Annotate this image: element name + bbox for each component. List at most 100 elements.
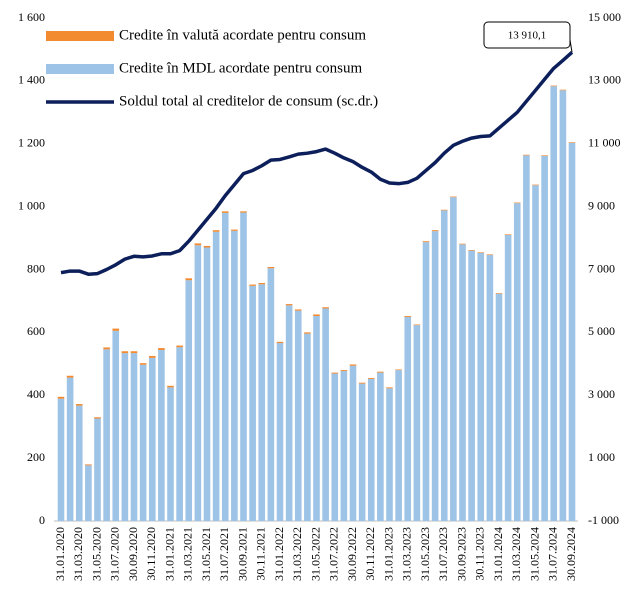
x-tick-label: 31.01.2021 <box>162 527 176 581</box>
bar-segment <box>66 375 74 378</box>
callout-box <box>483 21 571 49</box>
bar-segment <box>331 372 339 374</box>
bar-segment <box>386 388 393 521</box>
x-tick-label: 31.05.2024 <box>527 527 541 581</box>
x-tick-label: 31.03.2024 <box>509 527 523 581</box>
x-tick-label: 31.01.2022 <box>272 527 286 581</box>
x-tick-label: 31.03.2022 <box>290 527 304 581</box>
y2-tick-label: 9 000 <box>588 198 615 212</box>
bar-segment <box>440 210 448 521</box>
bar-segment <box>57 396 65 399</box>
bar-segment <box>559 89 567 91</box>
legend-swatch <box>46 31 114 41</box>
bar-segment <box>158 348 165 350</box>
bar-segment <box>377 372 384 521</box>
legend-label: Credite în MDL acordate pentru consum <box>119 60 362 76</box>
bar-segment <box>504 234 512 521</box>
bar-segment <box>523 154 530 156</box>
bar-segment <box>194 243 202 246</box>
bar-segment <box>258 283 266 285</box>
y-tick-label: 1 600 <box>18 10 45 24</box>
bar-segment <box>194 245 202 521</box>
bar-segment <box>130 353 138 521</box>
bar-segment <box>495 293 503 294</box>
bar-segment <box>276 343 284 521</box>
bar-segment <box>559 90 567 522</box>
bar-segment <box>322 307 329 309</box>
bar-segment <box>75 404 83 406</box>
bar-segment <box>221 211 229 213</box>
bar-segment <box>468 250 475 521</box>
x-tick-label: 30.09.2020 <box>126 527 140 581</box>
bar-segment <box>477 252 485 253</box>
x-tick-label: 30.09.2024 <box>564 527 578 581</box>
y-tick-label: 200 <box>27 450 45 464</box>
x-tick-label: 30.11.2023 <box>473 527 487 581</box>
bar-segment <box>450 196 457 198</box>
bar-segment <box>532 184 539 186</box>
y-tick-label: 0 <box>39 513 45 527</box>
bar-segment <box>148 357 156 521</box>
bar-segment <box>203 245 211 248</box>
bar-segment <box>395 370 402 521</box>
bar-segment <box>130 351 138 354</box>
x-tick-label: 31.05.2023 <box>418 527 432 581</box>
bar-segment <box>468 250 475 251</box>
bar-segment <box>57 398 65 521</box>
value-label: 13 910,1 <box>508 30 547 42</box>
bar-segment <box>176 345 183 348</box>
x-tick-label: 31.03.2021 <box>181 527 195 581</box>
bar-segment <box>331 373 339 521</box>
x-tick-label: 30.09.2022 <box>345 527 359 581</box>
bar-segment <box>404 316 412 317</box>
bar-segment <box>413 325 421 521</box>
legend-label: Credite în valută acordate pentru consum <box>119 27 366 43</box>
bar-segment <box>550 86 558 522</box>
bar-segment <box>550 85 558 87</box>
bar-segment <box>440 209 448 211</box>
y2-tick-label: 3 000 <box>588 387 615 401</box>
bar-segment <box>158 349 165 521</box>
bar-segment <box>367 378 375 521</box>
bar-segment <box>121 351 129 354</box>
bar-segment <box>112 330 120 521</box>
bar-segment <box>103 349 110 521</box>
bar-segment <box>112 328 120 331</box>
y2-tick-label: 5 000 <box>588 324 615 338</box>
bar-segment <box>513 203 521 521</box>
bar-segment <box>367 377 375 379</box>
bar-segment <box>121 353 129 521</box>
y2-tick-label: 13 000 <box>588 73 621 87</box>
bar-segment <box>75 405 83 521</box>
bar-segment <box>523 155 530 521</box>
bar-segment <box>431 231 439 522</box>
x-tick-label: 31.03.2020 <box>71 527 85 581</box>
bar-segment <box>513 202 521 204</box>
bar-segment <box>139 363 147 365</box>
x-tick-label: 30.09.2023 <box>454 527 468 581</box>
bar-segment <box>322 308 329 521</box>
bar-segment <box>294 309 302 311</box>
y2-tick-label: 7 000 <box>588 261 615 275</box>
y-tick-label: 400 <box>27 387 45 401</box>
bar-segment <box>203 247 211 521</box>
bar-segment <box>349 365 357 521</box>
bar-segment <box>413 324 421 326</box>
bar-segment <box>249 284 256 286</box>
bar-segment <box>103 347 110 350</box>
bar-segment <box>167 387 174 521</box>
line <box>60 50 574 276</box>
bar-segment <box>532 185 539 521</box>
y-tick-label: 1 400 <box>18 73 45 87</box>
bar-segment <box>285 305 293 521</box>
bar-segment <box>185 278 193 281</box>
bar-segment <box>240 212 247 521</box>
bar-segment <box>167 385 174 388</box>
y-tick-label: 1 200 <box>18 136 45 150</box>
bar-segment <box>568 142 576 143</box>
bar-segment <box>459 243 466 245</box>
bar-segment <box>459 244 466 521</box>
y-tick-label: 800 <box>27 261 45 275</box>
bar-segment <box>139 364 147 521</box>
